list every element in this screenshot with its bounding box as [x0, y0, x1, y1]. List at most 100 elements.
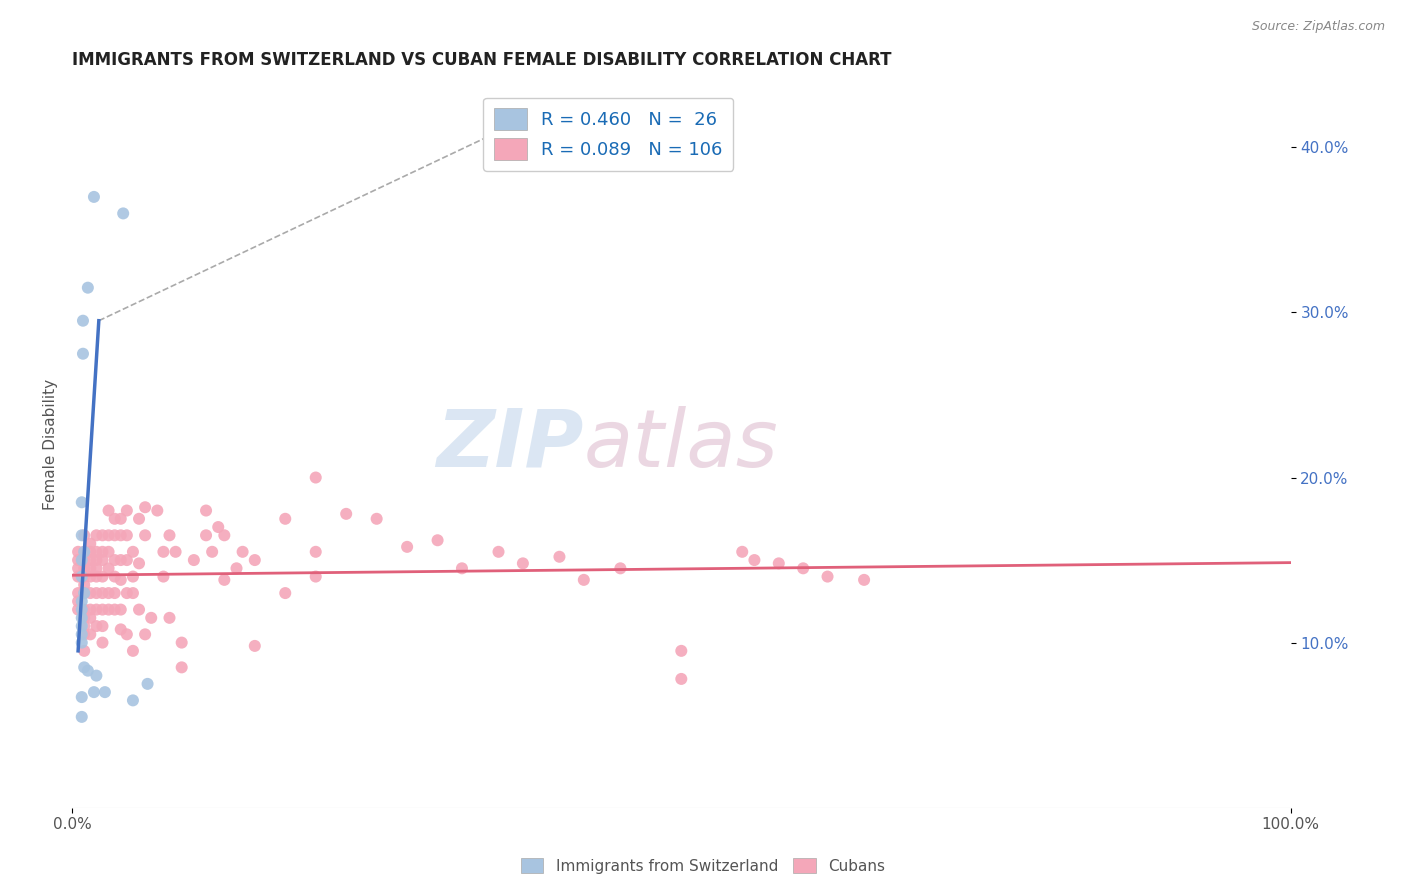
Point: [83, 685, 105, 699]
Point: [97, 586, 120, 600]
Point: [225, 561, 247, 575]
Point: [792, 561, 814, 575]
Point: [73, 528, 96, 542]
Text: IMMIGRANTS FROM SWITZERLAND VS CUBAN FEMALE DISABILITY CORRELATION CHART: IMMIGRANTS FROM SWITZERLAND VS CUBAN FEM…: [72, 51, 891, 69]
Point: [67, 553, 90, 567]
Point: [70, 553, 93, 567]
Point: [73, 602, 96, 616]
Point: [165, 545, 187, 559]
Point: [86, 545, 108, 559]
Point: [67, 586, 90, 600]
Point: [91, 635, 114, 649]
Point: [671, 672, 693, 686]
Point: [366, 512, 388, 526]
Point: [79, 545, 101, 559]
Point: [134, 500, 156, 515]
Point: [73, 586, 96, 600]
Point: [243, 639, 266, 653]
Legend: Immigrants from Switzerland, Cubans: Immigrants from Switzerland, Cubans: [515, 852, 891, 880]
Point: [243, 553, 266, 567]
Point: [128, 602, 150, 616]
Point: [73, 586, 96, 600]
Point: [183, 553, 205, 567]
Point: [97, 545, 120, 559]
Point: [305, 545, 328, 559]
Point: [86, 586, 108, 600]
Point: [70, 611, 93, 625]
Point: [97, 602, 120, 616]
Point: [115, 627, 138, 641]
Point: [70, 495, 93, 509]
Point: [201, 545, 224, 559]
Point: [70, 627, 93, 641]
Point: [104, 512, 127, 526]
Point: [115, 586, 138, 600]
Point: [110, 602, 132, 616]
Point: [86, 561, 108, 575]
Point: [274, 512, 297, 526]
Point: [70, 619, 93, 633]
Point: [207, 520, 229, 534]
Point: [79, 627, 101, 641]
Point: [67, 594, 90, 608]
Point: [115, 553, 138, 567]
Point: [72, 347, 94, 361]
Point: [91, 586, 114, 600]
Point: [104, 553, 127, 567]
Point: [70, 569, 93, 583]
Point: [79, 561, 101, 575]
Point: [94, 685, 117, 699]
Point: [110, 573, 132, 587]
Point: [86, 668, 108, 682]
Point: [122, 545, 145, 559]
Point: [72, 314, 94, 328]
Point: [396, 540, 419, 554]
Point: [79, 536, 101, 550]
Point: [73, 619, 96, 633]
Point: [79, 611, 101, 625]
Point: [128, 557, 150, 571]
Point: [817, 569, 839, 583]
Point: [91, 569, 114, 583]
Point: [134, 627, 156, 641]
Point: [70, 528, 93, 542]
Point: [70, 594, 93, 608]
Point: [122, 569, 145, 583]
Point: [110, 623, 132, 637]
Point: [136, 677, 159, 691]
Point: [67, 569, 90, 583]
Point: [853, 573, 876, 587]
Point: [104, 602, 127, 616]
Point: [104, 569, 127, 583]
Point: [104, 528, 127, 542]
Point: [83, 190, 105, 204]
Point: [76, 664, 98, 678]
Point: [305, 569, 328, 583]
Point: [110, 553, 132, 567]
Point: [73, 578, 96, 592]
Point: [97, 528, 120, 542]
Point: [73, 553, 96, 567]
Point: [768, 557, 790, 571]
Point: [91, 619, 114, 633]
Point: [76, 281, 98, 295]
Point: [67, 545, 90, 559]
Point: [548, 549, 571, 564]
Point: [70, 710, 93, 724]
Point: [97, 503, 120, 517]
Y-axis label: Female Disability: Female Disability: [44, 379, 58, 510]
Point: [122, 693, 145, 707]
Text: Source: ZipAtlas.com: Source: ZipAtlas.com: [1251, 20, 1385, 33]
Point: [426, 533, 449, 548]
Point: [86, 569, 108, 583]
Point: [141, 611, 163, 625]
Point: [115, 503, 138, 517]
Text: atlas: atlas: [583, 406, 779, 483]
Point: [91, 602, 114, 616]
Point: [152, 545, 174, 559]
Point: [671, 644, 693, 658]
Point: [70, 602, 93, 616]
Point: [73, 627, 96, 641]
Point: [91, 545, 114, 559]
Point: [70, 635, 93, 649]
